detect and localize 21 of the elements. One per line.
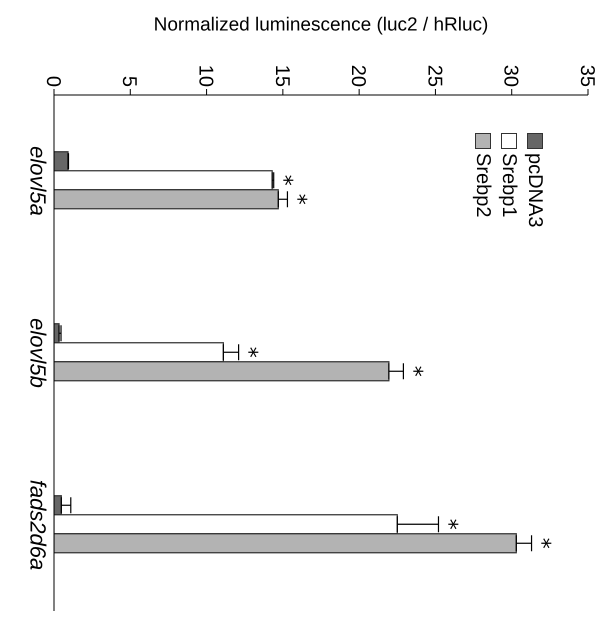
x-tick-label: 20 — [347, 64, 370, 87]
legend-label: pcDNA3 — [523, 153, 547, 228]
x-axis-title: Normalized luminescence (luc2 / hRluc) — [154, 14, 488, 36]
x-tick-label: 10 — [194, 64, 216, 87]
data-label: * — [529, 538, 554, 549]
x-tick-label: 25 — [423, 64, 446, 87]
legend-label: Srebp2 — [471, 153, 495, 218]
x-tick-label: 35 — [576, 64, 598, 87]
data-label: * — [284, 194, 310, 205]
x-tick-label: 0 — [42, 76, 64, 87]
y-tick-label: elovl5b — [25, 318, 50, 388]
legend-label: Srebp1 — [497, 153, 521, 218]
x-tick-label: 30 — [500, 64, 522, 87]
y-tick-label: elovl5a — [25, 146, 50, 216]
data-label: * — [271, 174, 296, 186]
data-label: * — [436, 518, 461, 530]
x-tick-label: 5 — [118, 76, 140, 87]
x-tick-label: 15 — [270, 64, 293, 87]
y-tick-label: fads2d6a — [25, 480, 50, 570]
data-label: * — [236, 346, 262, 358]
data-label: * — [400, 366, 426, 377]
